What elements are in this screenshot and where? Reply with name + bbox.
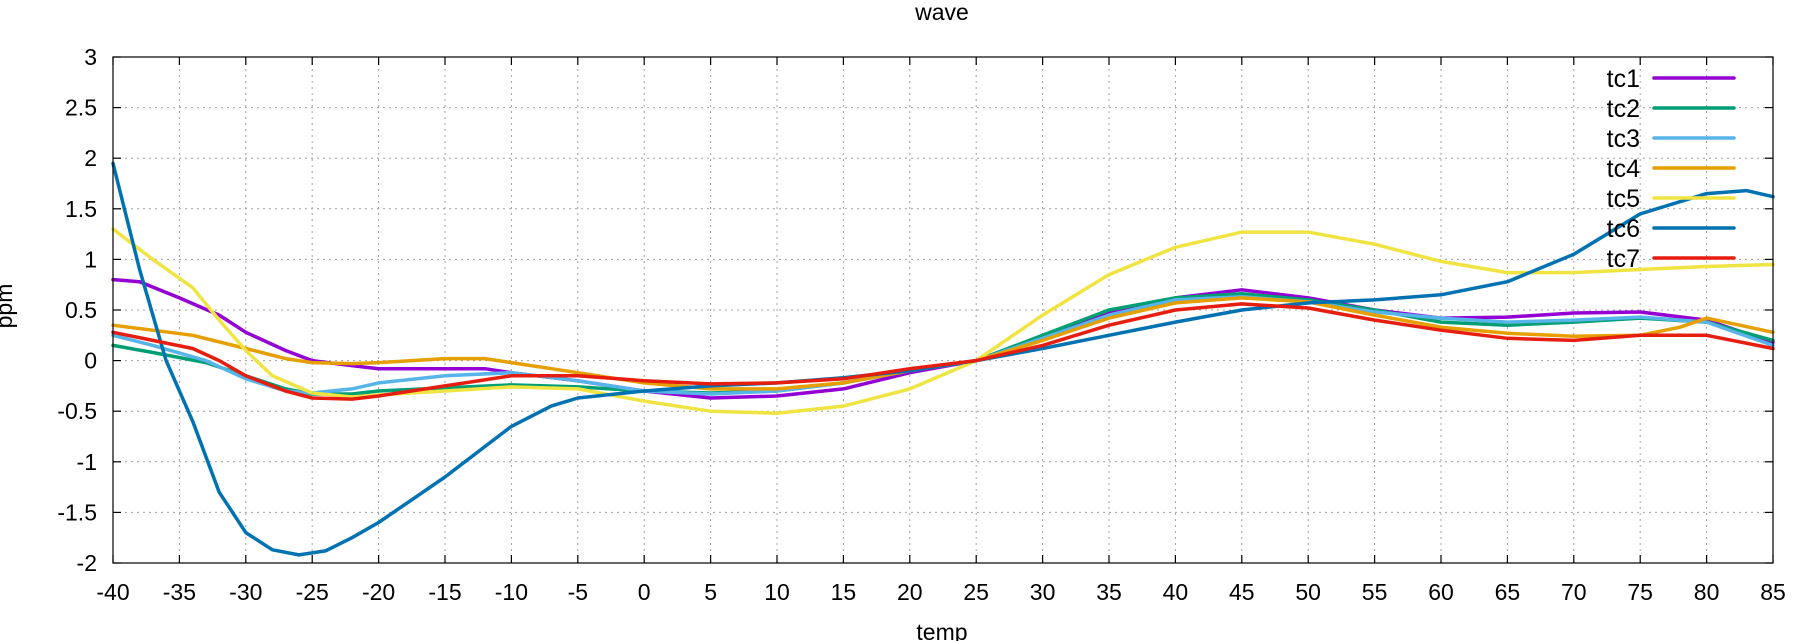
- y-tick-label: 2.5: [65, 95, 97, 121]
- x-tick-label: 55: [1362, 579, 1388, 605]
- x-tick-label: 40: [1163, 579, 1189, 605]
- x-tick-label: -25: [296, 579, 329, 605]
- y-tick-label: 1.5: [65, 196, 97, 222]
- series-line-tc7: [111, 302, 1775, 401]
- x-tick-label: 10: [764, 579, 790, 605]
- legend-label: tc5: [1607, 185, 1640, 213]
- x-tick-label: 60: [1428, 579, 1454, 605]
- x-tick-label: 80: [1694, 579, 1720, 605]
- y-tick-label: 3: [84, 44, 97, 70]
- y-tick-label: -1.5: [57, 499, 97, 525]
- x-tick-label: 35: [1096, 579, 1122, 605]
- x-tick-label: 15: [831, 579, 857, 605]
- legend-item-tc2: tc2: [1607, 95, 1736, 123]
- x-tick-label: -35: [163, 579, 196, 605]
- grid: [113, 57, 1773, 563]
- y-tick-label: 0.5: [65, 297, 97, 323]
- legend-item-tc6: tc6: [1607, 215, 1736, 243]
- x-tick-labels: -40 -35 -30 -25 -20 -15 -10 -5 0 5 10 15 20 25 30 35 40 4…: [96, 579, 1785, 605]
- legend-label: tc2: [1607, 95, 1640, 123]
- x-tick-label: 25: [963, 579, 989, 605]
- series-line-tc4: [111, 296, 1775, 391]
- legend-label: tc1: [1607, 65, 1640, 93]
- series-line-tc6: [111, 161, 1775, 557]
- y-axis-title: ppm: [0, 284, 17, 329]
- x-tick-label: -10: [495, 579, 528, 605]
- legend-item-tc1: tc1: [1607, 65, 1736, 93]
- legend-label: tc6: [1607, 215, 1640, 243]
- x-tick-label: -40: [96, 579, 129, 605]
- chart-title: wave: [914, 0, 969, 25]
- x-tick-label: 30: [1030, 579, 1056, 605]
- legend-label: tc3: [1607, 125, 1640, 153]
- x-tick-label: -30: [229, 579, 262, 605]
- legend-item-tc3: tc3: [1607, 125, 1736, 153]
- legend-label: tc4: [1607, 155, 1640, 183]
- y-tick-label: -0.5: [57, 398, 97, 424]
- tick-marks: [112, 56, 1774, 564]
- y-tick-label: -1: [77, 449, 97, 475]
- x-tick-label: -15: [428, 579, 461, 605]
- x-tick-label: 5: [704, 579, 717, 605]
- x-tick-label: 50: [1295, 579, 1321, 605]
- y-tick-label: -2: [77, 550, 97, 576]
- series-lines: [111, 161, 1775, 557]
- x-tick-label: 45: [1229, 579, 1255, 605]
- y-tick-label: 0: [84, 348, 97, 374]
- legend-item-tc5: tc5: [1607, 185, 1736, 213]
- x-tick-label: 65: [1495, 579, 1521, 605]
- legend-item-tc4: tc4: [1607, 155, 1736, 183]
- x-tick-label: 85: [1760, 579, 1786, 605]
- y-tick-label: 2: [84, 145, 97, 171]
- legend-item-tc7: tc7: [1607, 245, 1736, 273]
- x-tick-label: 70: [1561, 579, 1587, 605]
- x-tick-label: -5: [568, 579, 588, 605]
- x-tick-label: 20: [897, 579, 923, 605]
- x-tick-label: 75: [1627, 579, 1653, 605]
- y-tick-label: 1: [84, 246, 97, 272]
- x-tick-label: 0: [638, 579, 651, 605]
- y-tick-labels: -2 -1.5 -1 -0.5 0 0.5 1 1.5 2 2.5 3: [57, 44, 97, 576]
- x-axis-title: temp: [916, 619, 967, 641]
- x-tick-label: -20: [362, 579, 395, 605]
- legend-label: tc7: [1607, 245, 1640, 273]
- series-line-tc5: [111, 227, 1775, 415]
